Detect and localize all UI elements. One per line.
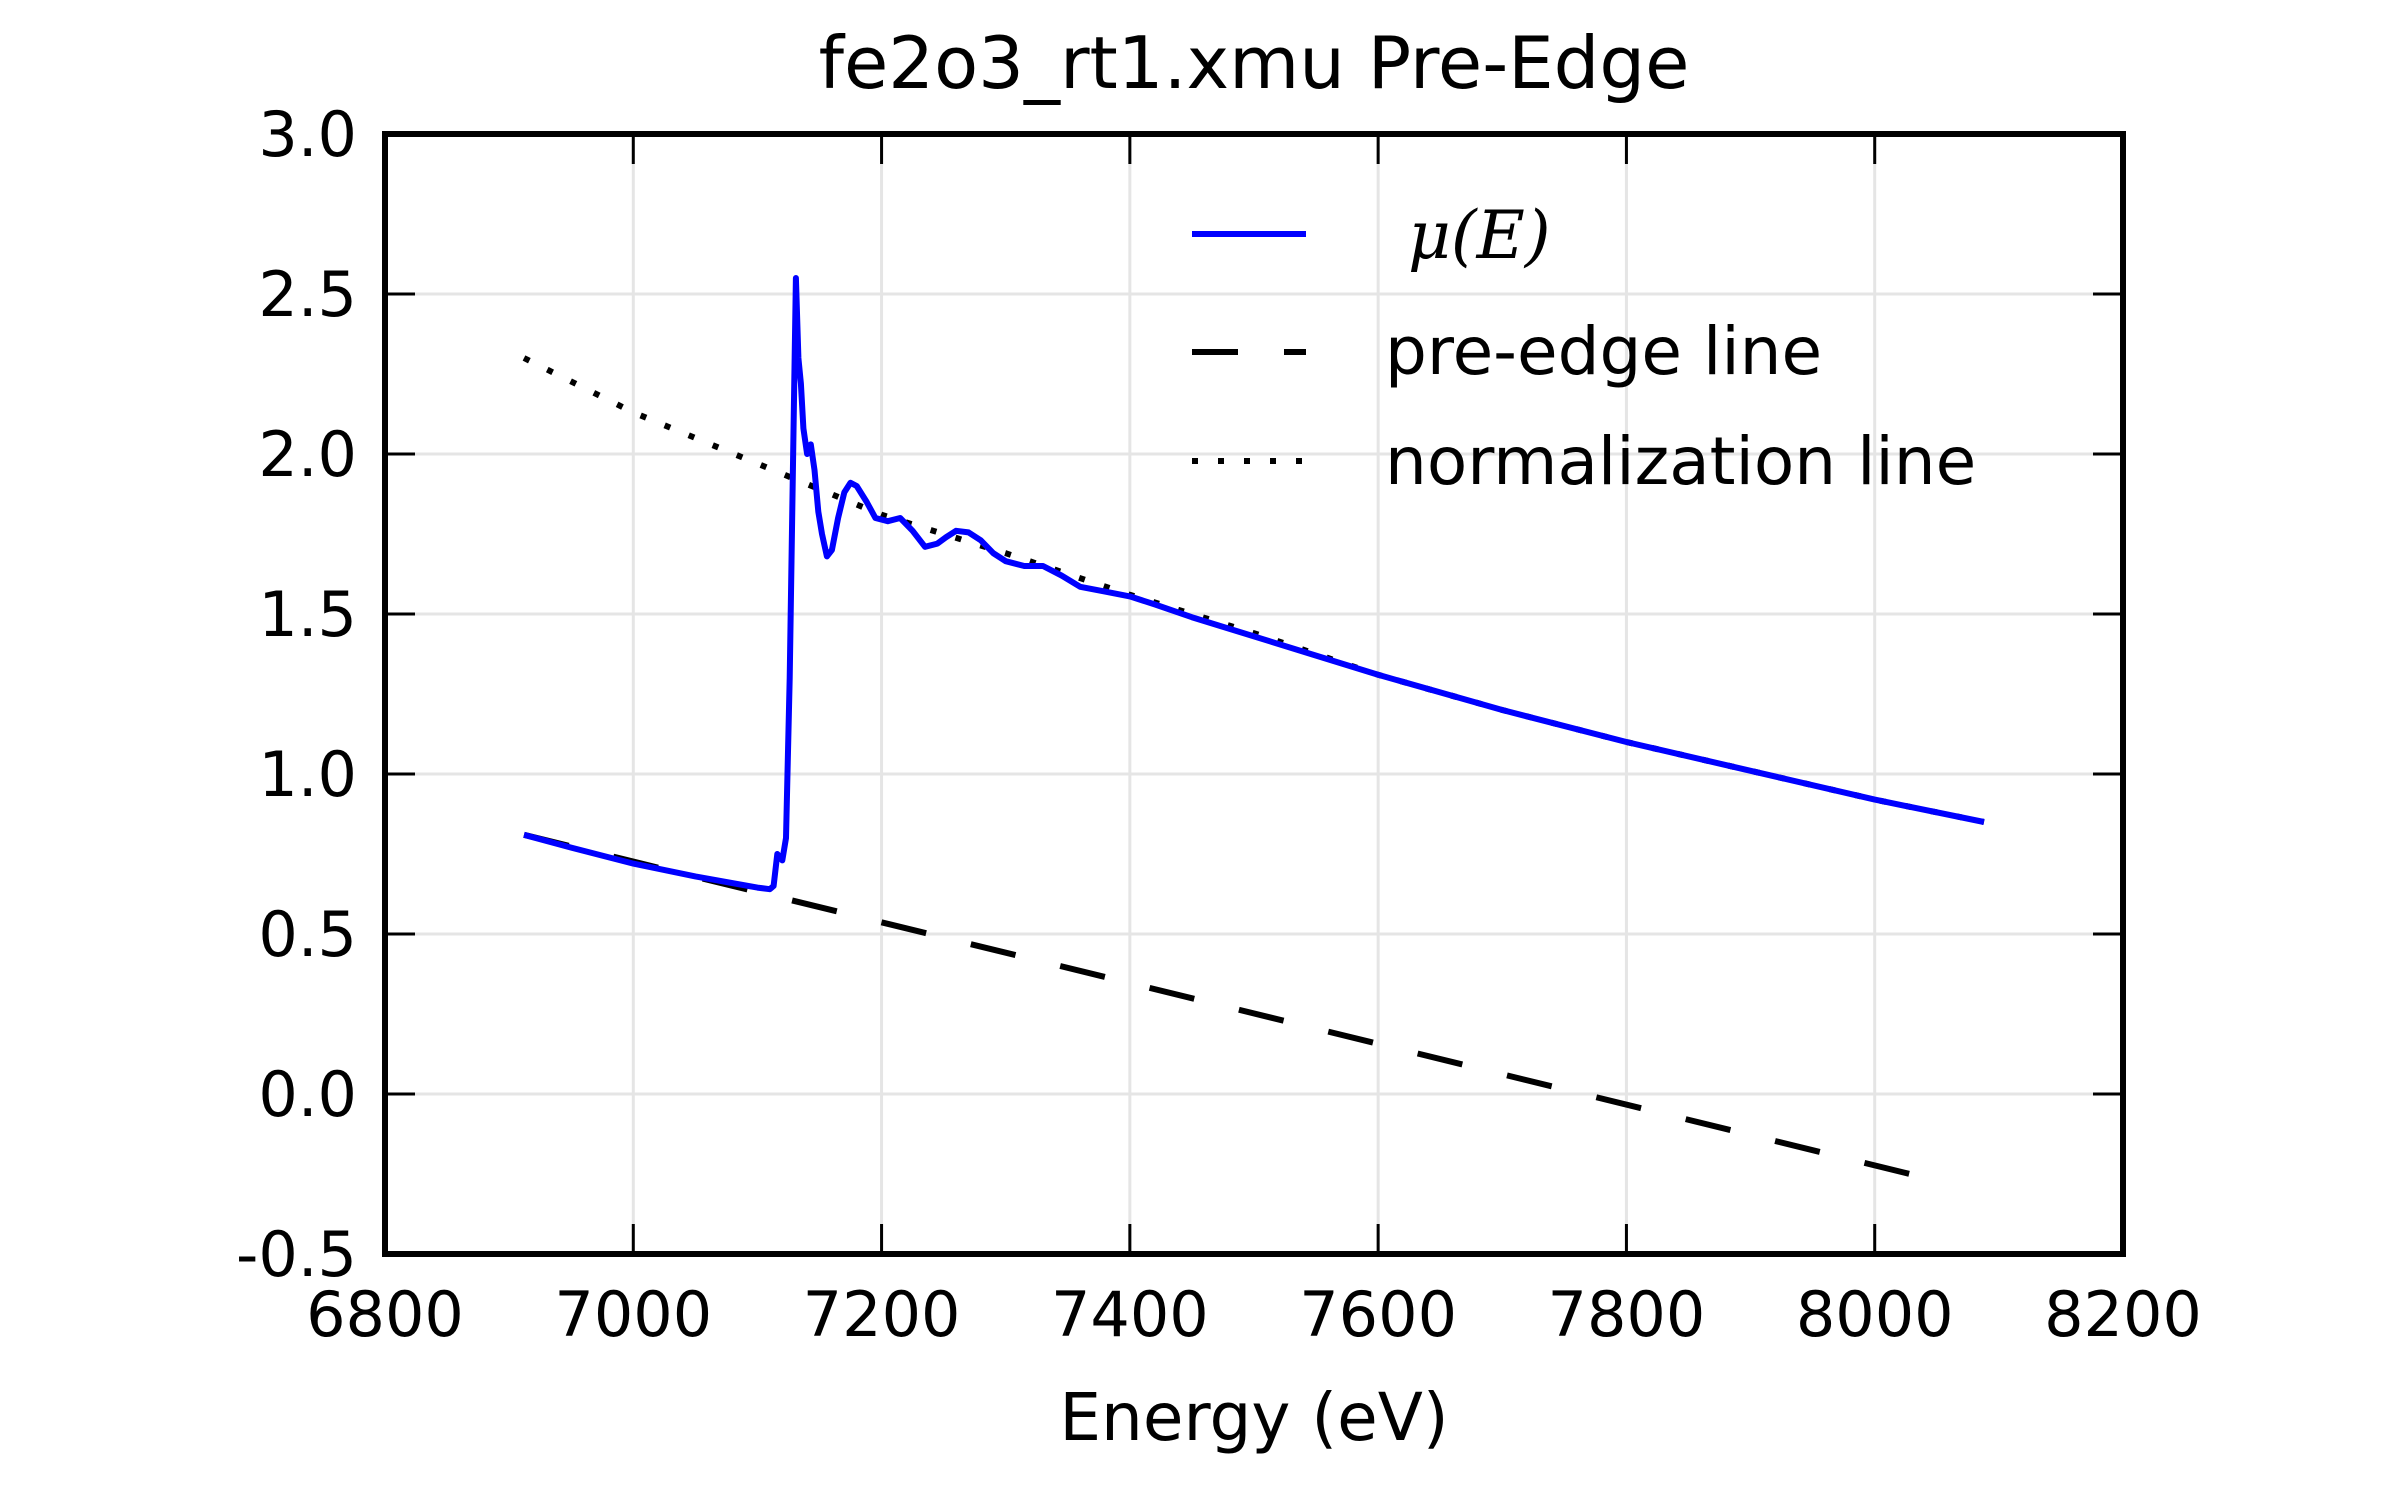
y-tick-label: 3.0 xyxy=(258,98,357,171)
y-tick-label: 1.0 xyxy=(258,738,357,811)
y-tick-label: 0.5 xyxy=(258,898,357,971)
y-tick-label: 0.0 xyxy=(258,1058,357,1131)
ticks: 6800 7000 7200 7400 7600 7800 8000 8200 -0.5 0.0 0… xyxy=(236,98,2202,1351)
series-line-dotted xyxy=(522,355,1985,825)
grid xyxy=(383,132,2125,1256)
x-tick-label: 7200 xyxy=(803,1278,961,1351)
x-tick-label: 8200 xyxy=(2044,1278,2202,1351)
y-tick-label: 2.0 xyxy=(258,418,357,491)
legend-label-mu: μ(E) xyxy=(1408,197,1551,274)
x-tick-label: 7800 xyxy=(1548,1278,1706,1351)
x-axis-label: Energy (eV) xyxy=(1059,1379,1448,1456)
series-line-dashed xyxy=(523,831,1950,1187)
series-group xyxy=(522,275,1985,1187)
x-tick-label: 8000 xyxy=(1796,1278,1954,1351)
x-tick-label: 6800 xyxy=(306,1278,464,1351)
y-tick-label: -0.5 xyxy=(236,1218,357,1291)
y-tick-label: 2.5 xyxy=(258,258,357,331)
x-tick-label: 7400 xyxy=(1051,1278,1209,1351)
legend-label-pre-edge: pre-edge line xyxy=(1385,313,1822,390)
series-line-solid xyxy=(523,275,1985,893)
chart-title: fe2o3_rt1.xmu Pre-Edge xyxy=(819,21,1690,105)
legend: μ(E) pre-edge line normalization line xyxy=(1192,197,1976,500)
x-tick-label: 7600 xyxy=(1299,1278,1457,1351)
legend-label-normalization: normalization line xyxy=(1385,423,1976,500)
y-tick-label: 1.5 xyxy=(258,578,357,651)
axes-frame xyxy=(382,131,2126,1257)
x-tick-label: 7000 xyxy=(554,1278,712,1351)
